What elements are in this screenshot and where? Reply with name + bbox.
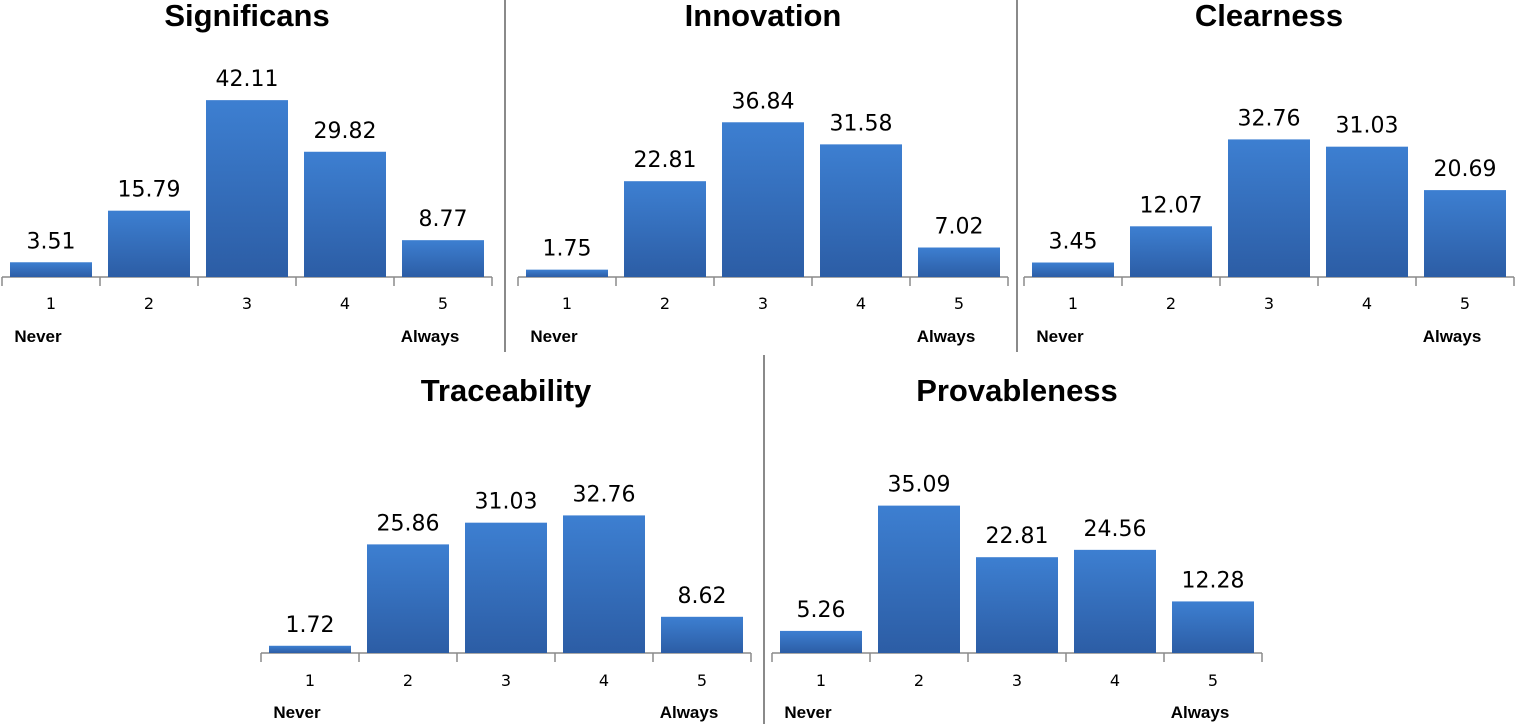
data-label: 36.84 — [732, 89, 795, 114]
scale-low-label: Never — [784, 703, 832, 722]
data-label: 12.07 — [1140, 193, 1203, 218]
x-tick-label: 4 — [856, 294, 866, 313]
data-label: 31.03 — [1336, 114, 1399, 139]
x-tick-label: 3 — [1264, 294, 1274, 313]
scale-low-label: Never — [1036, 327, 1084, 346]
x-tick-label: 4 — [599, 671, 609, 690]
data-label: 25.86 — [377, 511, 440, 536]
x-tick-label: 4 — [1110, 671, 1120, 690]
data-label: 7.02 — [935, 215, 984, 240]
chart-title: Innovation — [685, 0, 842, 33]
scale-high-label: Always — [401, 327, 460, 346]
bar-1 — [780, 630, 862, 653]
scale-low-label: Never — [530, 327, 578, 346]
bar-3 — [206, 100, 288, 277]
chart-title: Significans — [164, 0, 329, 33]
data-label: 8.62 — [678, 584, 727, 609]
bar-1 — [526, 269, 608, 277]
x-tick-label: 5 — [1460, 294, 1470, 313]
x-tick-label: 2 — [914, 671, 924, 690]
data-label: 20.69 — [1434, 157, 1497, 182]
bar-5 — [1172, 601, 1254, 653]
data-label: 22.81 — [986, 524, 1049, 549]
chart-innovation: Innovation 1.75 1 22.81 2 36.84 3 31.58 4 7.02 5 Ne… — [517, 0, 1009, 346]
data-label: 42.11 — [216, 67, 279, 92]
x-tick-label: 1 — [305, 671, 315, 690]
data-label: 15.79 — [118, 178, 181, 203]
data-label: 1.72 — [286, 613, 335, 638]
data-label: 32.76 — [573, 482, 636, 507]
data-label: 12.28 — [1182, 568, 1245, 593]
data-label: 3.45 — [1049, 230, 1098, 255]
data-label: 35.09 — [888, 473, 951, 498]
bar-1 — [269, 645, 351, 653]
bar-1 — [10, 262, 92, 277]
data-label: 22.81 — [634, 148, 697, 173]
data-label: 5.26 — [797, 598, 846, 623]
data-label: 31.03 — [475, 490, 538, 515]
x-tick-label: 3 — [242, 294, 252, 313]
bar-1 — [1032, 262, 1114, 277]
x-tick-label: 5 — [954, 294, 964, 313]
x-tick-label: 1 — [46, 294, 56, 313]
bar-3 — [976, 557, 1058, 653]
x-tick-label: 3 — [758, 294, 768, 313]
data-label: 1.75 — [543, 237, 592, 262]
data-label: 31.58 — [830, 111, 893, 136]
data-label: 8.77 — [419, 207, 468, 232]
scale-low-label: Never — [273, 703, 321, 722]
bar-5 — [402, 240, 484, 277]
x-tick-label: 4 — [1362, 294, 1372, 313]
bar-2 — [624, 181, 706, 277]
data-label: 29.82 — [314, 119, 377, 144]
chart-title: Provableness — [916, 373, 1118, 408]
bar-4 — [1326, 146, 1408, 277]
x-tick-label: 5 — [697, 671, 707, 690]
bar-2 — [1130, 226, 1212, 277]
chart-title: Clearness — [1195, 0, 1343, 33]
chart-significans: Significans 3.51 1 15.79 2 42.11 3 29.82 4 8.77 5 N… — [1, 0, 493, 346]
bar-4 — [563, 515, 645, 653]
x-tick-label: 2 — [1166, 294, 1176, 313]
bar-2 — [108, 210, 190, 277]
bar-5 — [918, 247, 1000, 277]
bar-2 — [367, 544, 449, 653]
x-tick-label: 2 — [660, 294, 670, 313]
x-tick-label: 4 — [340, 294, 350, 313]
chart-provableness: Provableness 5.26 1 35.09 2 22.81 3 24.56 4 12.28… — [771, 373, 1263, 722]
scale-high-label: Always — [1171, 703, 1230, 722]
bar-3 — [722, 122, 804, 277]
bar-4 — [1074, 549, 1156, 653]
x-tick-label: 3 — [501, 671, 511, 690]
data-label: 24.56 — [1084, 517, 1147, 542]
bar-5 — [661, 616, 743, 653]
scale-high-label: Always — [917, 327, 976, 346]
x-tick-label: 2 — [144, 294, 154, 313]
bar-4 — [820, 144, 902, 277]
x-tick-label: 1 — [1068, 294, 1078, 313]
x-tick-label: 5 — [438, 294, 448, 313]
data-label: 32.76 — [1238, 106, 1301, 131]
data-label: 3.51 — [27, 229, 76, 254]
scale-high-label: Always — [660, 703, 719, 722]
scale-high-label: Always — [1423, 327, 1482, 346]
chart-traceability: Traceability 1.72 1 25.86 2 31.03 3 32.76 4 8.62 5… — [260, 373, 752, 722]
x-tick-label: 5 — [1208, 671, 1218, 690]
chart-title: Traceability — [421, 373, 592, 408]
chart-clearness: Clearness 3.45 1 12.07 2 32.76 3 31.03 4 20.69 5 Ne… — [1023, 0, 1515, 346]
x-tick-label: 1 — [816, 671, 826, 690]
x-tick-label: 3 — [1012, 671, 1022, 690]
scale-low-label: Never — [14, 327, 62, 346]
bar-3 — [1228, 139, 1310, 277]
bar-4 — [304, 151, 386, 277]
bar-2 — [878, 505, 960, 653]
x-tick-label: 2 — [403, 671, 413, 690]
x-tick-label: 1 — [562, 294, 572, 313]
bar-5 — [1424, 190, 1506, 277]
bar-3 — [465, 522, 547, 653]
